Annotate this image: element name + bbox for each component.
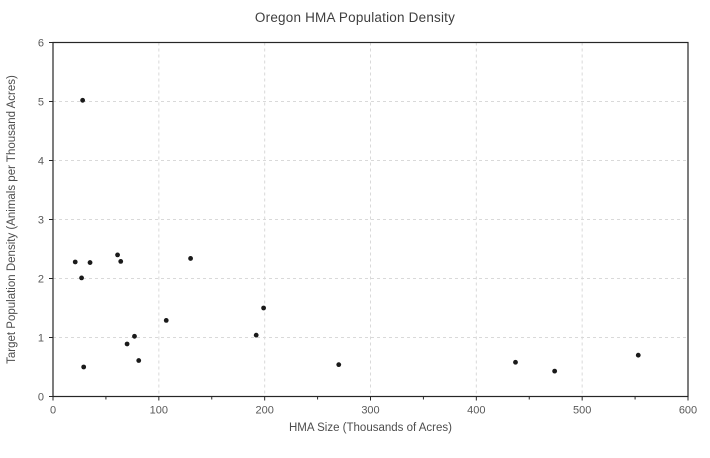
data-point <box>163 317 169 323</box>
data-point <box>336 362 342 368</box>
x-tick-label: 100 <box>150 405 168 417</box>
plot-border <box>52 41 689 398</box>
data-point <box>188 256 193 261</box>
tick-labels: 0 1 2 3 4 5 6 0 100 200 300 400 500 600 <box>38 38 697 417</box>
data-point <box>87 260 93 265</box>
data-point <box>136 358 142 363</box>
x-axis-title: HMA Size (Thousands of Acres) <box>289 422 452 434</box>
data-point <box>81 364 87 370</box>
data-points <box>72 97 641 374</box>
y-axis-title: Target Population Density (Animals per T… <box>6 75 18 364</box>
axis-ticks <box>49 42 689 401</box>
data-point <box>118 258 124 264</box>
y-tick-label: 5 <box>38 97 44 109</box>
data-point <box>132 333 137 339</box>
y-tick-label: 2 <box>38 274 44 286</box>
data-point <box>72 259 78 265</box>
x-tick-label: 200 <box>255 405 273 417</box>
y-tick-label: 3 <box>38 215 44 227</box>
x-tick-label: 500 <box>573 405 591 417</box>
x-tick-label: 0 <box>50 405 56 417</box>
data-point <box>115 252 120 258</box>
y-tick-label: 1 <box>38 333 44 345</box>
data-point <box>124 341 130 347</box>
chart-title: Oregon HMA Population Density <box>254 10 456 25</box>
data-point <box>253 332 259 338</box>
data-point <box>552 368 558 374</box>
data-point <box>79 275 84 281</box>
y-tick-label: 4 <box>38 156 44 168</box>
data-point <box>80 97 86 103</box>
x-tick-label: 400 <box>467 405 485 417</box>
data-point <box>513 359 518 365</box>
x-tick-label: 600 <box>679 405 697 417</box>
data-point <box>635 352 641 358</box>
x-tick-label: 300 <box>361 405 379 417</box>
gridlines <box>53 42 689 397</box>
data-point <box>261 305 267 311</box>
y-tick-label: 6 <box>38 38 44 50</box>
y-tick-label: 0 <box>38 392 44 404</box>
